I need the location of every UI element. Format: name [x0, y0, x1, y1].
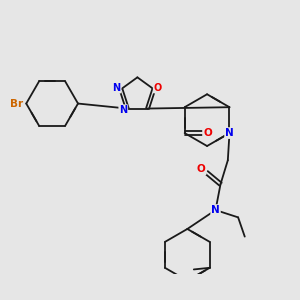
- Text: N: N: [119, 105, 127, 115]
- Text: N: N: [225, 128, 234, 138]
- Text: N: N: [211, 205, 220, 215]
- Text: O: O: [197, 164, 206, 174]
- Text: N: N: [112, 82, 121, 93]
- Text: O: O: [154, 82, 162, 93]
- Text: O: O: [203, 128, 212, 138]
- Text: Br: Br: [11, 98, 23, 109]
